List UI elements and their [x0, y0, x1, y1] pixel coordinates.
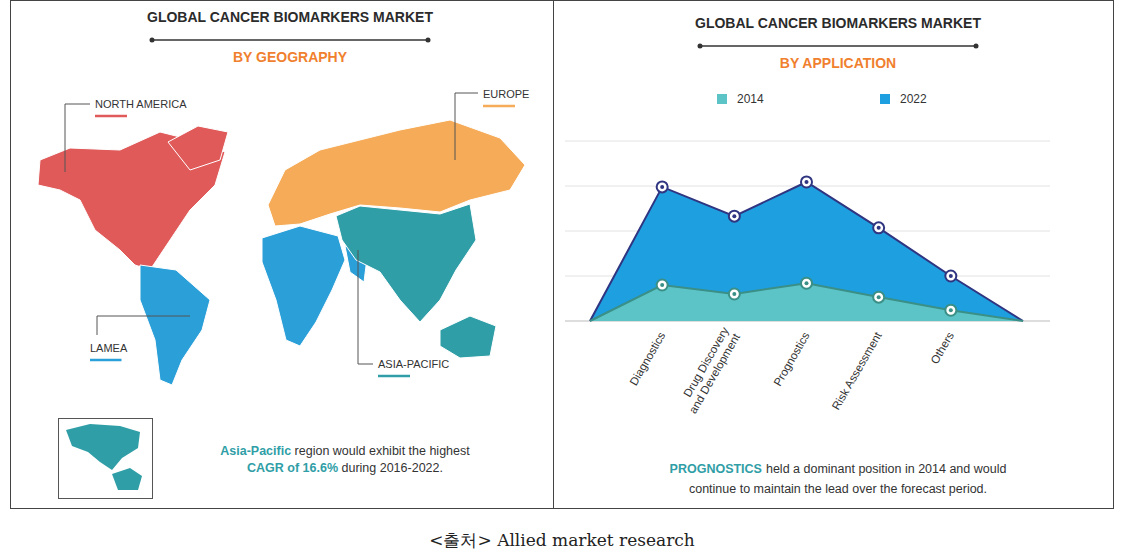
- marker: [801, 278, 812, 289]
- note-text: during 2016-2022.: [338, 461, 443, 475]
- callout-line: [358, 250, 373, 364]
- legend-label: 2014: [737, 92, 764, 106]
- annotation: PROGNOSTICS held a dominant position in 2…: [670, 462, 1007, 476]
- marker-dot: [805, 180, 809, 184]
- marker-dot: [660, 283, 664, 287]
- map-region: [168, 126, 228, 170]
- subtitle: BY APPLICATION: [780, 55, 896, 71]
- marker-dot: [949, 274, 953, 278]
- marker: [657, 181, 668, 192]
- map-region: [440, 316, 496, 358]
- region-underline: [95, 115, 127, 118]
- title: GLOBAL CANCER BIOMARKERS MARKET: [695, 15, 981, 31]
- note-text: region would exhibit the highest: [291, 444, 470, 458]
- marker: [873, 222, 884, 233]
- annotation: continue to maintain the lead over the f…: [689, 482, 987, 496]
- callout-line: [455, 93, 478, 160]
- marker: [729, 211, 740, 222]
- region-label: NORTH AMERICA: [95, 98, 187, 110]
- title-rule: [700, 45, 976, 47]
- page: GLOBAL CANCER BIOMARKERS MARKET BY GEOGRA…: [0, 0, 1124, 557]
- legend-swatch: [880, 94, 890, 104]
- region-underline: [378, 375, 410, 378]
- x-tick-label: Risk Assessment: [830, 329, 885, 412]
- area-line: [590, 182, 1023, 321]
- x-tick-label: Prognostics: [771, 330, 812, 388]
- rule-dot: [426, 38, 431, 43]
- area: [590, 182, 1023, 321]
- caption: <출처> Allied market research: [429, 530, 695, 550]
- x-tick-label: Drug Discoveryand Development: [675, 324, 742, 415]
- marker: [873, 292, 884, 303]
- region-underline: [483, 105, 515, 108]
- region-label: ASIA-PACIFIC: [378, 358, 449, 370]
- inset-shape: [112, 468, 142, 490]
- region-underline: [90, 359, 122, 362]
- note-highlight: CAGR of 16.6%: [247, 461, 338, 475]
- panel-frame: [554, 1, 1114, 509]
- note: CAGR of 16.6% during 2016-2022.: [247, 461, 443, 475]
- map-region: [262, 226, 345, 346]
- marker: [801, 176, 812, 187]
- callout-line: [97, 316, 190, 335]
- x-tick-label: Diagnostics: [627, 330, 667, 388]
- tick-line: Others: [928, 330, 956, 366]
- tick-line: Prognostics: [771, 330, 812, 388]
- marker: [945, 271, 956, 282]
- note: Asia-Pacific region would exhibit the hi…: [220, 444, 470, 458]
- region-label: EUROPE: [483, 88, 529, 100]
- tick-line: Diagnostics: [627, 330, 667, 388]
- legend-label: 2022: [900, 92, 927, 106]
- plot: [590, 176, 1023, 321]
- marker-dot: [949, 308, 953, 312]
- marker-dot: [805, 281, 809, 285]
- marker-dot: [732, 292, 736, 296]
- annotation-highlight: PROGNOSTICS: [670, 462, 762, 476]
- tick-line: and Development: [687, 331, 743, 416]
- rule-dot: [698, 44, 703, 49]
- annotation-text: held a dominant position in 2014 and wou…: [766, 462, 1007, 476]
- marker-dot: [660, 185, 664, 189]
- marker-dot: [877, 226, 881, 230]
- inset-shape: [66, 424, 140, 470]
- note-highlight: Asia-Pacific: [220, 444, 291, 458]
- marker-dot: [877, 295, 881, 299]
- legend-swatch: [717, 94, 727, 104]
- inset-frame: [59, 419, 153, 499]
- callout-line: [65, 104, 90, 172]
- marker: [657, 280, 668, 291]
- panel-frame: [11, 1, 554, 509]
- title-rule: [152, 39, 428, 41]
- region-label: LAMEA: [90, 342, 128, 354]
- tick-line: Risk Assessment: [830, 329, 885, 412]
- subtitle: BY GEOGRAPHY: [233, 49, 348, 65]
- map-region: [140, 265, 210, 385]
- title: GLOBAL CANCER BIOMARKERS MARKET: [147, 9, 433, 25]
- marker: [945, 305, 956, 316]
- grid-line: [565, 141, 1050, 142]
- marker: [729, 289, 740, 300]
- rule-dot: [150, 38, 155, 43]
- rule-dot: [974, 44, 979, 49]
- x-tick-label: Others: [928, 330, 956, 366]
- marker-dot: [732, 214, 736, 218]
- map-region: [336, 204, 476, 322]
